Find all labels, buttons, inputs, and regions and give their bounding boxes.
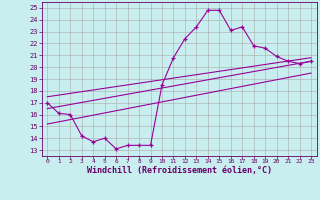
X-axis label: Windchill (Refroidissement éolien,°C): Windchill (Refroidissement éolien,°C): [87, 166, 272, 175]
